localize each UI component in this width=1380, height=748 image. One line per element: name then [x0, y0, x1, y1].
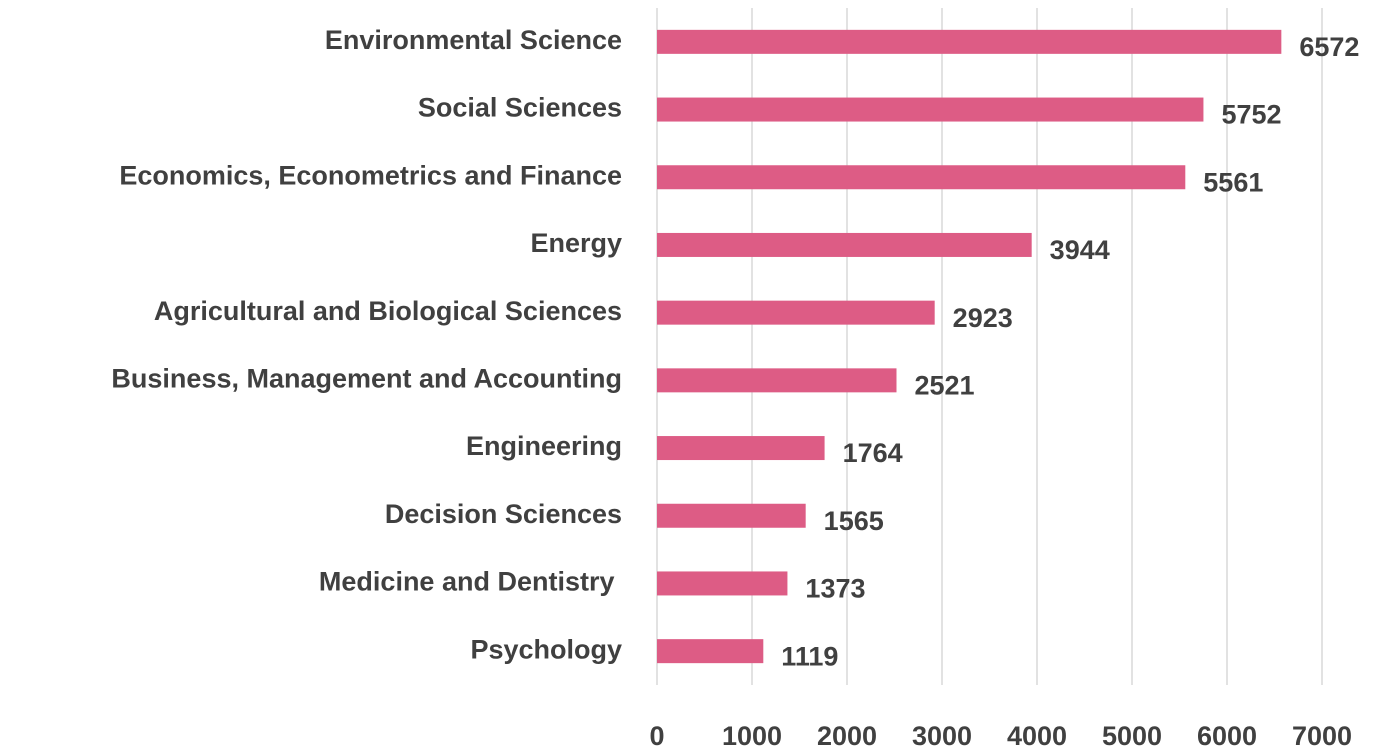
bar	[657, 368, 897, 393]
bar	[657, 639, 764, 664]
x-tick-label: 1000	[722, 721, 782, 748]
x-tick-label: 0	[649, 721, 664, 748]
x-tick-label: 4000	[1007, 721, 1067, 748]
x-tick-label: 6000	[1197, 721, 1257, 748]
bar	[657, 503, 806, 528]
bar	[657, 97, 1204, 122]
x-tick-label: 3000	[912, 721, 972, 748]
bar	[657, 29, 1282, 54]
x-tick-label: 5000	[1102, 721, 1162, 748]
bar	[657, 436, 825, 461]
y-tick-label: Agricultural and Biological Sciences	[154, 296, 622, 326]
data-label: 5561	[1203, 167, 1263, 197]
bar	[657, 232, 1032, 257]
data-label: 6572	[1299, 32, 1359, 62]
y-tick-label: Psychology	[470, 634, 622, 664]
y-tick-label: Business, Management and Accounting	[111, 363, 622, 393]
data-label: 1119	[781, 641, 838, 671]
y-tick-label: Engineering	[466, 431, 622, 461]
bar	[657, 300, 935, 325]
data-label: 1565	[824, 506, 884, 536]
data-label: 2923	[953, 303, 1013, 333]
bar	[657, 571, 788, 596]
y-tick-label: Economics, Econometrics and Finance	[119, 160, 622, 190]
x-tick-label: 7000	[1292, 721, 1352, 748]
data-label: 1373	[805, 574, 865, 604]
x-tick-label: 2000	[817, 721, 877, 748]
data-label: 2521	[914, 370, 974, 400]
y-tick-label: Environmental Science	[325, 25, 622, 55]
y-tick-label: Medicine and Dentistry	[319, 567, 622, 597]
bar	[657, 165, 1186, 190]
data-label: 5752	[1221, 100, 1281, 130]
y-tick-label: Decision Sciences	[385, 499, 622, 529]
data-label: 1764	[843, 438, 903, 468]
y-tick-label: Energy	[530, 228, 622, 258]
data-label: 3944	[1050, 235, 1110, 265]
y-tick-label: Social Sciences	[418, 93, 622, 123]
